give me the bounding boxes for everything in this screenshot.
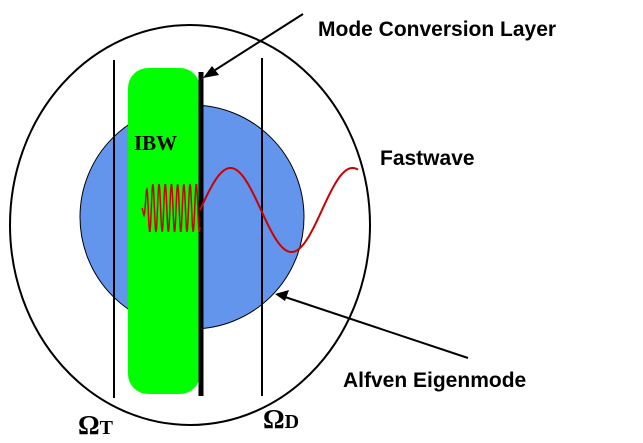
alfven-eigenmode-label: Alfven Eigenmode <box>343 369 526 392</box>
alfven-arrow-head <box>275 290 289 301</box>
omega-t-subscript: T <box>100 417 114 439</box>
omega-t-symbol: Ω <box>78 410 100 440</box>
alfven-arrow-shaft <box>284 296 469 359</box>
omega-d-label: ΩD <box>263 404 299 434</box>
fastwave-label: Fastwave <box>380 147 475 170</box>
omega-d-symbol: Ω <box>263 404 285 434</box>
mode-conversion-arrow-head <box>203 66 219 78</box>
ibw-wave <box>141 183 201 233</box>
ibw-label: IBW <box>134 131 177 155</box>
mode-conversion-arrow-shaft <box>211 13 304 73</box>
ibw-region <box>128 68 200 394</box>
omega-d-subscript: D <box>285 411 299 433</box>
fast-wave <box>199 167 359 253</box>
omega-t-label: ΩT <box>78 410 114 440</box>
mode-conversion-layer-label: Mode Conversion Layer <box>318 18 556 41</box>
